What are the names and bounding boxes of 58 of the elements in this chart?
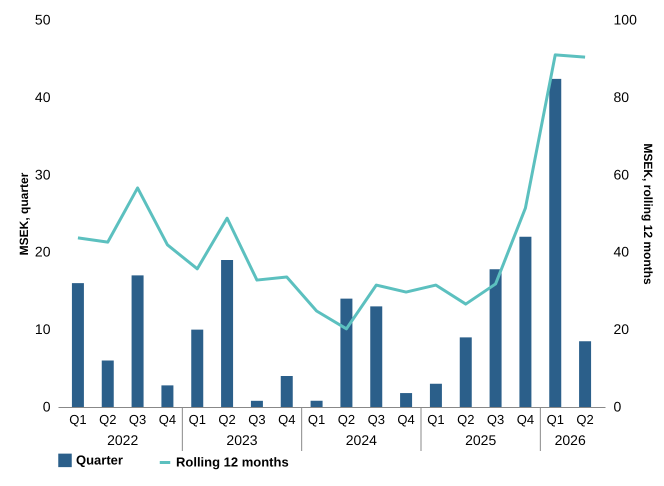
bar (72, 283, 84, 407)
bar (191, 330, 204, 407)
bar (340, 298, 352, 407)
x-tick-label: Q3 (248, 412, 266, 427)
bar (400, 393, 412, 407)
bar (310, 400, 323, 407)
x-tick-label: Q2 (218, 412, 236, 427)
bar (102, 360, 114, 407)
text: 2022 (107, 432, 138, 448)
bar (549, 78, 562, 407)
line-series (76, 53, 587, 330)
y2-axis-title: MSEK, rolling 12 months (640, 143, 655, 285)
y2-tick-label: 80 (614, 88, 630, 105)
y2-tick-label: 20 (614, 321, 630, 338)
y2-tick-label: 0 (614, 398, 622, 414)
bar (161, 385, 174, 407)
y-tick-label: 50 (34, 12, 51, 28)
x-tick-label: Q3 (368, 412, 385, 427)
y2-tick-label: 60 (614, 166, 630, 182)
text: 2023 (226, 432, 258, 448)
legend-label: Quarter (76, 452, 123, 468)
bar (460, 337, 472, 407)
x-tick-label: Q2 (99, 412, 116, 427)
y-axis-title: MSEK, quarter (16, 172, 31, 256)
text: 2026 (554, 432, 586, 448)
y-tick-label: 10 (34, 321, 51, 338)
text: 2024 (346, 432, 378, 448)
x-tick-label: Q2 (576, 412, 594, 427)
y-tick-label: 30 (34, 166, 51, 182)
x-tick-label: Q1 (308, 412, 326, 427)
x-tick-label: Q1 (427, 412, 445, 427)
y2-tick-label: 100 (614, 12, 638, 28)
bar (370, 306, 382, 407)
y-tick-label: 0 (42, 398, 51, 414)
bar (250, 400, 263, 407)
bar (490, 269, 502, 407)
y-tick-label: 20 (34, 244, 51, 260)
bar (579, 341, 592, 407)
y-tick-label: 40 (34, 88, 51, 105)
bar (221, 260, 234, 407)
bar (519, 236, 532, 407)
x-tick-label: Q1 (188, 412, 206, 427)
x-tick-label: Q1 (546, 412, 564, 427)
x-tick-label: Q4 (516, 412, 534, 427)
bar (132, 275, 144, 407)
x-tick-label: Q3 (486, 412, 504, 427)
x-tick-label: Q4 (278, 412, 296, 427)
y2-tick-label: 40 (614, 244, 630, 260)
x-tick-label: Q2 (338, 412, 356, 427)
bar (280, 376, 293, 407)
x-tick-label: Q1 (69, 412, 87, 427)
text: 2025 (465, 432, 496, 448)
x-tick-label: Q4 (397, 412, 415, 427)
bar (430, 384, 442, 407)
x-tick-label: Q4 (158, 412, 176, 427)
x-tick-label: Q2 (457, 412, 474, 427)
x-tick-label: Q3 (128, 412, 146, 427)
legend-label: Rolling 12 months (176, 454, 289, 470)
